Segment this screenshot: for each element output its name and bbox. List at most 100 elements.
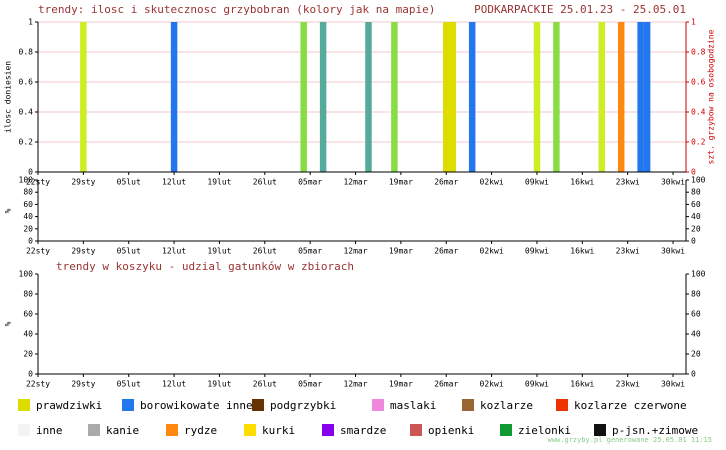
x-tick-label: 23kwi (616, 247, 640, 256)
x-tick-label: 23kwi (616, 380, 640, 389)
legend-label: podgrzybki (270, 399, 336, 412)
x-tick-label: 05mar (298, 247, 322, 256)
y2-tick-label: 0 (691, 370, 696, 379)
x-tick-label: 05mar (298, 380, 322, 389)
y-tick-label: 80 (23, 290, 33, 299)
legend-swatch (18, 399, 30, 411)
legend-label: kanie (106, 424, 139, 437)
x-tick-label: 23kwi (616, 178, 640, 187)
x-tick-label: 12mar (343, 178, 367, 187)
legend-label: kozlarze czerwone (574, 399, 687, 412)
y-tick-label: 0.6 (19, 78, 34, 87)
x-tick-label: 12lut (162, 380, 186, 389)
x-tick-label: 12mar (343, 380, 367, 389)
x-tick-label: 26mar (434, 380, 458, 389)
y2-tick-label: 0 (691, 168, 696, 177)
legend-label: zielonki (518, 424, 571, 437)
y2-tick-label: 0.8 (691, 48, 706, 57)
x-tick-label: 30kwi (661, 380, 685, 389)
y2-tick-label: 0.4 (691, 108, 706, 117)
y2-tick-label: 80 (691, 290, 701, 299)
chart-title: trendy: ilosc i skutecznosc grzybobran (… (38, 3, 435, 16)
x-tick-label: 12lut (162, 247, 186, 256)
y-axis-label: ilosc doniesien (4, 61, 13, 133)
y-tick-label: 80 (23, 188, 33, 197)
bar (170, 22, 178, 172)
x-tick-label: 09kwi (525, 178, 549, 187)
bar (643, 22, 651, 172)
legend-swatch (500, 424, 512, 436)
x-tick-label: 19lut (207, 178, 231, 187)
y-tick-label: 0 (28, 370, 33, 379)
x-tick-label: 26mar (434, 247, 458, 256)
x-tick-label: 22sty (26, 247, 50, 256)
y-axis-label: % (4, 321, 13, 326)
x-tick-label: 02kwi (480, 380, 504, 389)
y2-tick-label: 80 (691, 188, 701, 197)
x-tick-label: 12lut (162, 178, 186, 187)
x-tick-label: 12mar (343, 247, 367, 256)
legend-label: p-jsn.+zimowe (612, 424, 698, 437)
legend-swatch (18, 424, 30, 436)
bar (300, 22, 307, 172)
x-tick-label: 29sty (71, 178, 95, 187)
y2-tick-label: 60 (691, 200, 701, 209)
x-tick-label: 19mar (389, 247, 413, 256)
chart-title: trendy w koszyku - udzial gatunków w zbi… (56, 260, 354, 273)
bar (80, 22, 87, 172)
y2-tick-label: 100 (691, 176, 706, 185)
y-tick-label: 0 (28, 237, 33, 246)
legend-swatch (88, 424, 100, 436)
y2-tick-label: 0.2 (691, 138, 706, 147)
x-tick-label: 19mar (389, 178, 413, 187)
legend-label: prawdziwki (36, 399, 102, 412)
y-tick-label: 40 (23, 330, 33, 339)
x-tick-label: 19mar (389, 380, 413, 389)
legend-swatch (252, 399, 264, 411)
x-tick-label: 19lut (207, 247, 231, 256)
y-axis-label: % (4, 208, 13, 213)
y-tick-label: 20 (23, 350, 33, 359)
y2-tick-label: 20 (691, 224, 701, 233)
y2-axis-label: szt. grzybow na osobogodzine (707, 29, 716, 164)
y2-tick-label: 0.6 (691, 78, 706, 87)
x-tick-label: 16kwi (570, 178, 594, 187)
x-tick-label: 05mar (298, 178, 322, 187)
bar (533, 22, 541, 172)
legend-swatch (122, 399, 134, 411)
legend-label: maslaki (390, 399, 436, 412)
x-tick-label: 02kwi (480, 247, 504, 256)
y2-tick-label: 100 (691, 270, 706, 279)
legend-label: kozlarze (480, 399, 533, 412)
y-tick-label: 1 (28, 18, 33, 27)
footer: www.grzyby.pl generowane 25.05.01 11:15 (548, 436, 712, 444)
y2-tick-label: 60 (691, 310, 701, 319)
bar (598, 22, 605, 172)
x-tick-label: 09kwi (525, 247, 549, 256)
chart-subtitle: PODKARPACKIE 25.01.23 - 25.05.01 (474, 3, 686, 16)
y-tick-label: 40 (23, 212, 33, 221)
legend-label: rydze (184, 424, 217, 437)
y2-tick-label: 0 (691, 237, 696, 246)
legend-swatch (372, 399, 384, 411)
legend-label: smardze (340, 424, 386, 437)
bar (443, 22, 450, 172)
x-tick-label: 05lut (117, 178, 141, 187)
y-tick-label: 60 (23, 200, 33, 209)
bar (449, 22, 456, 172)
y2-tick-label: 20 (691, 350, 701, 359)
y2-tick-label: 1 (691, 18, 696, 27)
bar (319, 22, 327, 172)
x-tick-label: 30kwi (661, 247, 685, 256)
bar (553, 22, 560, 172)
x-tick-label: 19lut (207, 380, 231, 389)
bar (617, 22, 625, 172)
x-tick-label: 30kwi (661, 178, 685, 187)
x-tick-label: 09kwi (525, 380, 549, 389)
legend-label: opienki (428, 424, 474, 437)
legend-swatch (244, 424, 256, 436)
x-tick-label: 22sty (26, 380, 50, 389)
x-tick-label: 05lut (117, 247, 141, 256)
bar (468, 22, 476, 172)
